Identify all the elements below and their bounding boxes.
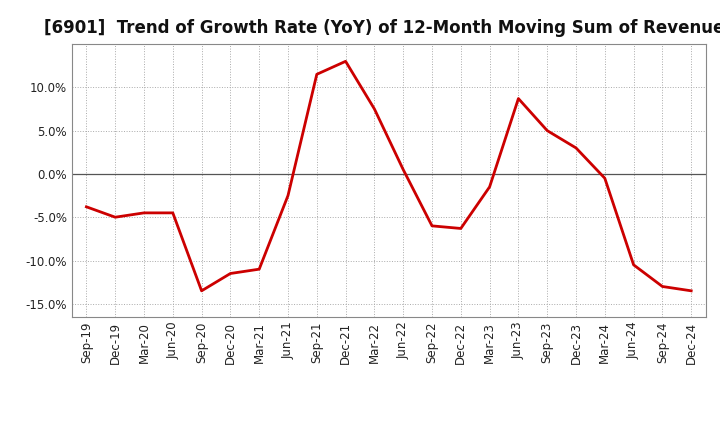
Title: [6901]  Trend of Growth Rate (YoY) of 12-Month Moving Sum of Revenues: [6901] Trend of Growth Rate (YoY) of 12-… — [44, 19, 720, 37]
